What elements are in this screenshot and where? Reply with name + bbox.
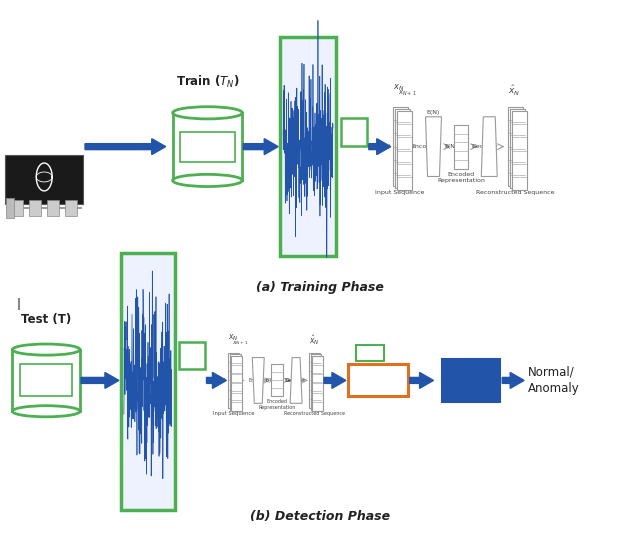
FancyBboxPatch shape (173, 113, 243, 181)
Ellipse shape (12, 344, 80, 355)
Text: Input Sequence: Input Sequence (213, 411, 255, 416)
FancyBboxPatch shape (395, 109, 410, 189)
Polygon shape (369, 139, 390, 154)
FancyBboxPatch shape (5, 154, 83, 204)
FancyBboxPatch shape (12, 200, 23, 216)
FancyBboxPatch shape (508, 107, 523, 187)
FancyBboxPatch shape (179, 341, 205, 369)
Text: $x_{N+1}$: $x_{N+1}$ (397, 88, 416, 98)
Text: Normal/: Normal/ (528, 366, 575, 379)
Text: Encoder: Encoder (248, 378, 268, 383)
Ellipse shape (173, 107, 243, 119)
FancyBboxPatch shape (512, 111, 527, 190)
Text: Reconstructed Sequence: Reconstructed Sequence (476, 190, 555, 196)
Text: $\hat{x}_N$: $\hat{x}_N$ (508, 84, 520, 98)
Text: E(N): E(N) (427, 110, 440, 115)
FancyBboxPatch shape (12, 349, 80, 411)
Polygon shape (85, 139, 166, 154)
Text: E(N): E(N) (265, 378, 276, 383)
FancyBboxPatch shape (312, 355, 323, 411)
Text: Decoder: Decoder (286, 378, 307, 383)
Text: (a) Training Phase: (a) Training Phase (256, 281, 384, 294)
FancyBboxPatch shape (65, 200, 77, 216)
Polygon shape (81, 373, 119, 389)
Text: Decoder: Decoder (284, 378, 305, 383)
FancyBboxPatch shape (121, 253, 175, 510)
Text: $\hat{x}_N$: $\hat{x}_N$ (309, 333, 320, 347)
Text: (b) Detection Phase: (b) Detection Phase (250, 510, 390, 523)
FancyBboxPatch shape (442, 359, 500, 403)
FancyBboxPatch shape (271, 364, 283, 396)
FancyBboxPatch shape (510, 109, 525, 189)
FancyBboxPatch shape (280, 37, 336, 256)
Polygon shape (243, 139, 278, 154)
Polygon shape (207, 373, 227, 389)
Text: Train ($T_N$): Train ($T_N$) (175, 74, 239, 90)
Polygon shape (290, 358, 302, 403)
Polygon shape (252, 358, 264, 403)
Text: Encoded
Representation: Encoded Representation (259, 399, 296, 410)
Text: Normal +
Anomalies: Normal + Anomalies (20, 370, 72, 391)
FancyBboxPatch shape (356, 345, 384, 361)
FancyBboxPatch shape (230, 354, 241, 410)
Text: Decoder: Decoder (471, 144, 498, 149)
Text: Decision: Decision (438, 374, 504, 388)
Text: Input Sequence: Input Sequence (376, 190, 425, 196)
FancyBboxPatch shape (6, 198, 14, 218)
FancyBboxPatch shape (348, 364, 408, 396)
Polygon shape (481, 117, 497, 176)
Text: Encoder: Encoder (412, 144, 437, 149)
Text: $||X_N - \overline{X}_N||$: $||X_N - \overline{X}_N||$ (351, 372, 404, 389)
Polygon shape (324, 373, 346, 389)
Text: E(N): E(N) (444, 144, 458, 149)
Text: $X_N$: $X_N$ (184, 348, 200, 362)
FancyBboxPatch shape (341, 118, 367, 146)
FancyBboxPatch shape (309, 353, 320, 408)
Text: Anomaly: Anomaly (528, 382, 580, 395)
FancyBboxPatch shape (29, 200, 41, 216)
Text: $X_N$: $X_N$ (345, 124, 362, 139)
FancyBboxPatch shape (393, 107, 408, 187)
Ellipse shape (173, 174, 243, 187)
Text: Normal
Data: Normal Data (188, 136, 228, 158)
Ellipse shape (12, 406, 80, 417)
FancyBboxPatch shape (232, 355, 243, 411)
Text: $x_N$: $x_N$ (393, 83, 404, 93)
Text: $AS_s$: $AS_s$ (361, 346, 378, 359)
Text: W: W (383, 144, 390, 150)
Text: Encoded
Representation: Encoded Representation (438, 173, 485, 183)
FancyBboxPatch shape (397, 111, 412, 190)
Text: $x_N$: $x_N$ (228, 332, 239, 343)
Polygon shape (410, 373, 433, 389)
FancyBboxPatch shape (310, 354, 321, 410)
FancyBboxPatch shape (180, 132, 236, 161)
FancyBboxPatch shape (228, 353, 239, 408)
Text: W: W (220, 378, 225, 383)
FancyBboxPatch shape (20, 364, 72, 396)
FancyBboxPatch shape (454, 125, 468, 168)
Polygon shape (426, 117, 442, 176)
Polygon shape (502, 373, 524, 389)
Text: Test (T): Test (T) (21, 312, 71, 326)
Text: Reconstructed Sequence: Reconstructed Sequence (284, 411, 345, 416)
Text: $x_{N+1}$: $x_{N+1}$ (232, 339, 249, 347)
FancyBboxPatch shape (47, 200, 59, 216)
